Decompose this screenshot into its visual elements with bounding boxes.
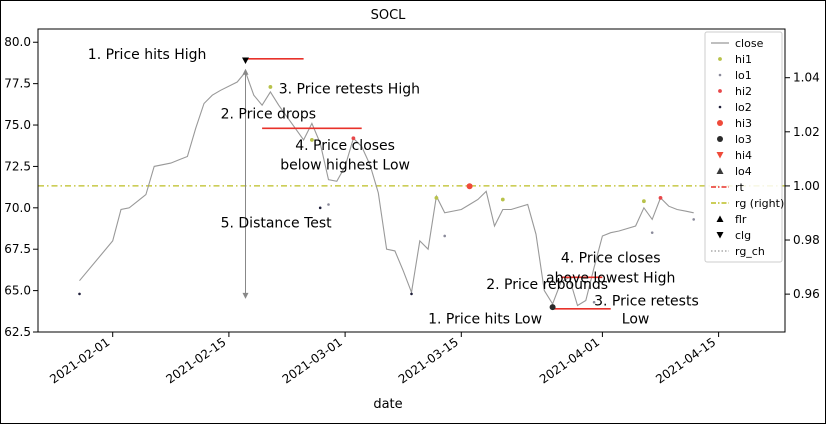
annotation-text: 2. Price rebounds — [486, 277, 608, 293]
legend-swatch — [716, 152, 724, 159]
y-tick-label: 67.5 — [4, 242, 31, 256]
legend-label: flr — [735, 213, 747, 226]
legend-label: lo2 — [735, 101, 752, 114]
chart-title: SOCL — [371, 8, 407, 23]
marker-hi3 — [466, 183, 473, 190]
marker-lo1 — [692, 218, 695, 221]
y-tick-label: 77.5 — [4, 77, 31, 91]
legend-label: rg_ch — [735, 245, 765, 258]
legend-swatch — [717, 120, 723, 126]
marker-hi2 — [658, 195, 663, 200]
legend-label: hi2 — [735, 85, 752, 98]
x-axis-label: date — [373, 397, 402, 412]
y2-tick-label: 1.00 — [793, 179, 820, 193]
legend-label: rg (right) — [735, 197, 784, 210]
annotation-text: 3. Price retests — [594, 294, 699, 310]
y2-tick-label: 0.98 — [793, 233, 820, 247]
marker-hi1 — [500, 197, 505, 202]
marker-lo2 — [78, 292, 81, 296]
y-tick-label: 72.5 — [4, 159, 31, 173]
distance-arrow-head-top — [242, 68, 249, 75]
annotation-text: 5. Distance Test — [221, 216, 333, 232]
annotation-text: 3. Price retests High — [279, 82, 420, 98]
y-tick-label: 65.0 — [4, 284, 31, 298]
legend-label: lo3 — [735, 133, 752, 146]
legend-swatch — [716, 167, 724, 174]
marker-hi1 — [434, 195, 439, 200]
distance-arrow-head-bottom — [242, 292, 249, 299]
legend-swatch — [718, 105, 722, 109]
marker-lo1 — [650, 231, 654, 234]
marker-hi1 — [642, 199, 646, 204]
legend-label: hi4 — [735, 149, 752, 162]
legend-label: hi3 — [735, 117, 752, 130]
plot-frame — [37, 28, 786, 333]
y-tick-label: 80.0 — [4, 35, 31, 49]
legend-swatch — [718, 57, 722, 61]
annotation-text: above lowest High — [546, 270, 675, 286]
legend-label: lo4 — [735, 165, 752, 178]
legend-label: hi1 — [735, 53, 752, 66]
legend: close hi1 lo1 hi2 lo2 hi3 lo3 hi4 lo4 rt rg (right… — [704, 31, 784, 263]
legend-swatch — [716, 215, 724, 222]
marker-lo2 — [410, 292, 413, 296]
legend-swatch — [717, 136, 723, 142]
marker-lo1 — [443, 234, 447, 238]
y-tick-label: 70.0 — [4, 201, 31, 215]
annotation-text: 1. Price hits Low — [428, 312, 542, 328]
marker-clg — [242, 57, 249, 64]
marker-lo1 — [592, 300, 596, 304]
annotation-text: 4. Price closes — [561, 250, 661, 266]
y2-tick-label: 1.02 — [793, 125, 820, 139]
y2-tick-label: 1.04 — [793, 71, 820, 85]
legend-label: close — [735, 37, 764, 50]
marker-hi2 — [351, 136, 356, 141]
annotation-text: 2. Price drops — [221, 106, 317, 122]
y-tick-label: 75.0 — [4, 118, 31, 132]
legend-box — [704, 31, 783, 263]
y2-tick-label: 0.96 — [793, 287, 820, 301]
marker-hi1 — [268, 85, 273, 89]
legend-swatch — [716, 232, 724, 239]
marker-lo2 — [318, 206, 322, 210]
legend-label: clg — [735, 229, 751, 242]
annotation-text: Low — [622, 312, 650, 328]
series-line-close — [79, 70, 694, 307]
annotation-text: below highest Low — [280, 158, 410, 174]
marker-lo3 — [549, 304, 556, 311]
y-tick-label: 62.5 — [4, 325, 31, 339]
legend-swatch — [718, 73, 722, 77]
annotation-text: 4. Price closes — [295, 138, 395, 154]
legend-swatch — [718, 89, 722, 93]
marker-lo1 — [327, 203, 330, 206]
legend-label: rt — [735, 181, 745, 194]
marker-hi1 — [310, 138, 314, 142]
legend-label: lo1 — [735, 69, 752, 82]
annotation-text: 1. Price hits High — [88, 47, 207, 63]
